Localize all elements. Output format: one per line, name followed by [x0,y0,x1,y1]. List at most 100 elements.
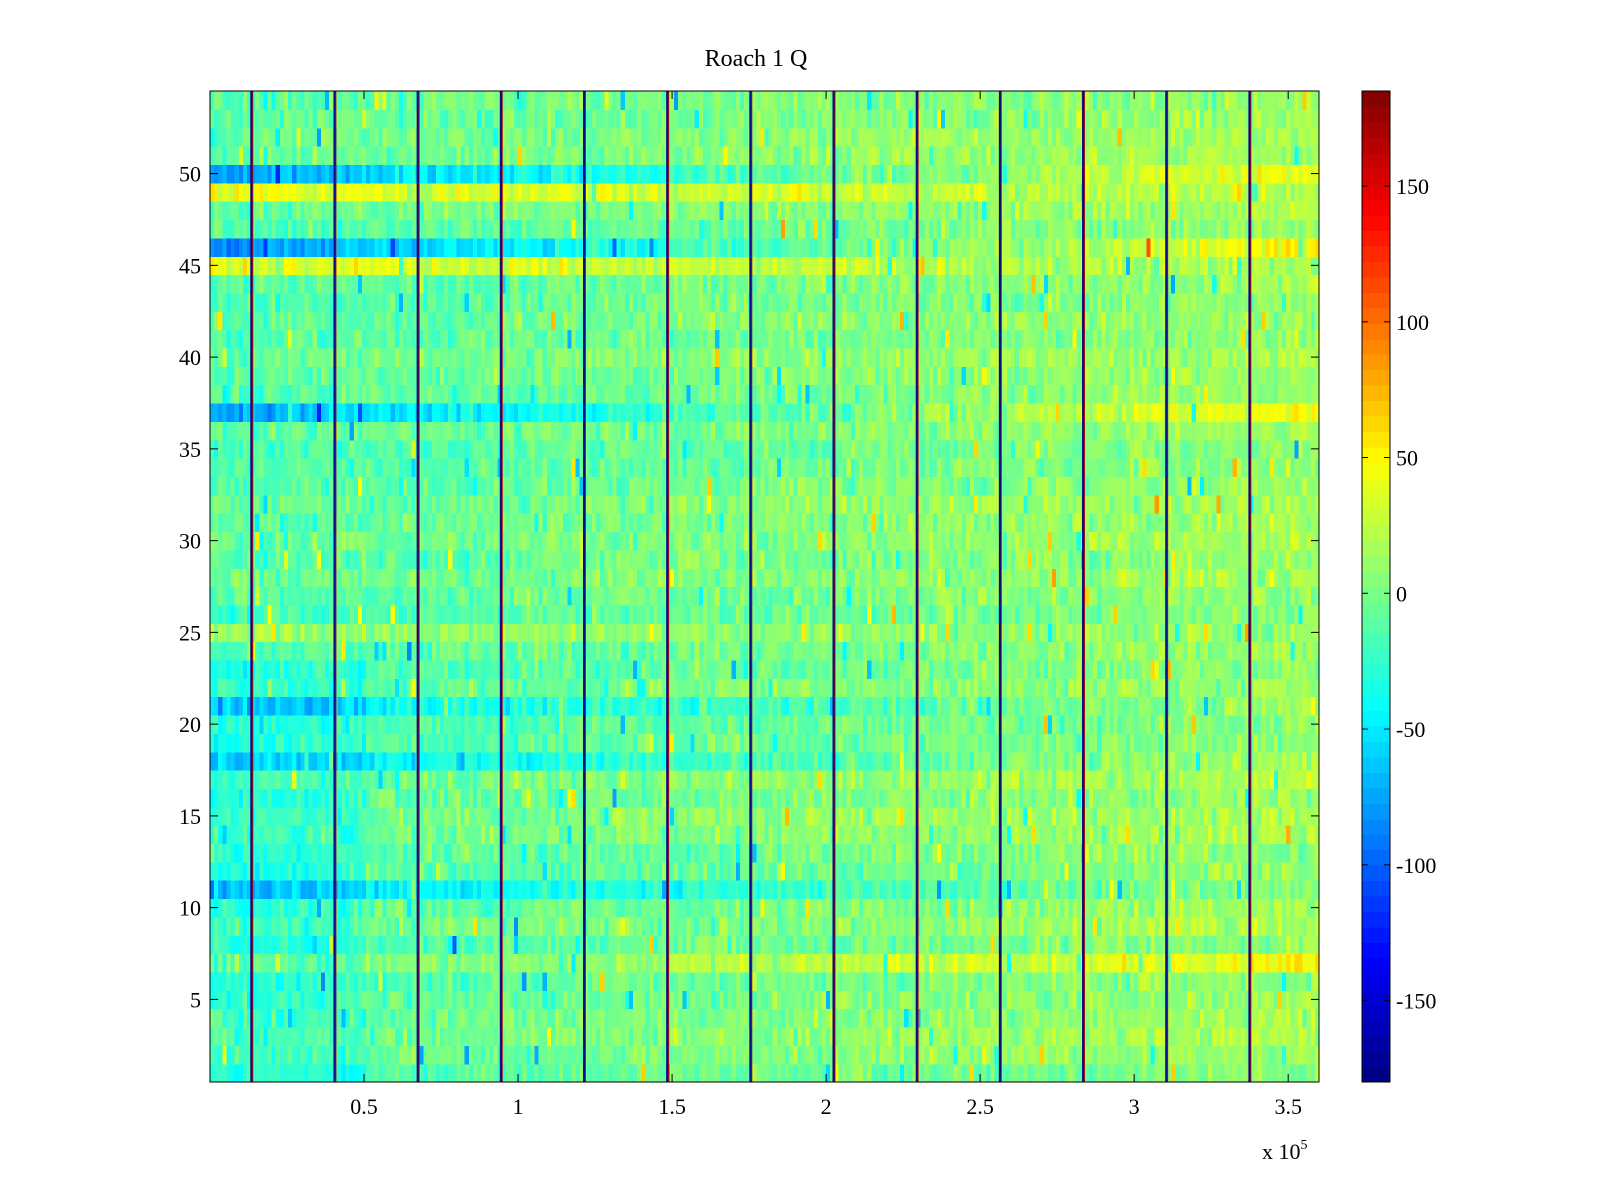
heatmap-cell [661,843,667,863]
heatmap-cell [242,953,248,973]
heatmap-cell [1068,788,1074,808]
heatmap-cell [969,1063,975,1083]
heatmap-cell [1277,898,1283,918]
heatmap-cell [456,770,462,789]
heatmap-cell [838,916,844,936]
heatmap-cell [1125,861,1131,881]
heatmap-cell [1113,861,1119,881]
heatmap-cell [1109,843,1115,863]
heatmap-cell [937,935,942,955]
heatmap-cell [698,1026,704,1046]
heatmap-cell [1208,788,1213,808]
heatmap-cell [542,843,548,863]
heatmap-cell [653,935,659,955]
heatmap-cell [1261,1026,1267,1046]
heatmap-cell [715,788,720,808]
heatmap-cell [1240,898,1246,918]
heatmap-cell [1294,898,1300,918]
heatmap-cell [337,806,343,826]
heatmap-cell [1167,788,1172,808]
heatmap-cell [403,953,408,973]
heatmap-cell [1273,1026,1279,1046]
heatmap-cell [1314,788,1320,808]
heatmap-cell [559,880,564,900]
heatmap-cell [871,898,876,918]
heatmap-cell [472,971,478,991]
heatmap-cell [1298,1045,1304,1065]
heatmap-cell [760,806,766,826]
heatmap-cell [834,880,840,900]
heatmap-cell [653,806,659,826]
heatmap-cell [834,825,840,845]
heatmap-cell [530,1063,536,1083]
heatmap-cell [1220,935,1226,955]
heatmap-cell [559,843,564,863]
heatmap-cell [1302,971,1308,991]
heatmap-cell [374,898,380,918]
heatmap-cell [1121,1026,1127,1046]
heatmap-cell [871,1063,876,1083]
heatmap-cell [1195,770,1201,789]
heatmap-cell [826,825,831,845]
heatmap-cell [1039,990,1045,1010]
heatmap-cell [604,861,610,881]
heatmap-cell [764,1063,770,1083]
heatmap-cell [986,1045,992,1065]
heatmap-cell [522,770,527,789]
heatmap-cell [353,898,359,918]
heatmap-cell [1105,898,1111,918]
heatmap-cell [353,1063,359,1083]
heatmap-cell [366,1008,371,1028]
heatmap-cell [620,880,626,900]
heatmap-cell [965,1045,971,1065]
heatmap-cell [1146,1026,1152,1046]
heatmap-cell [292,861,297,881]
heatmap-cell [670,751,675,771]
heatmap-cell [895,1063,901,1083]
heatmap-cell [945,990,950,1010]
heatmap-cell [255,880,260,900]
heatmap-cell [649,935,655,955]
heatmap-cell [214,971,219,991]
heatmap-cell [1134,935,1139,955]
heatmap-cell [419,1026,425,1046]
heatmap-cell [567,990,573,1010]
heatmap-cell [308,825,314,845]
heatmap-cell [555,843,560,863]
heatmap-cell [481,990,486,1010]
heatmap-cell [969,788,975,808]
heatmap-cell [1199,1026,1205,1046]
heatmap-cell [826,990,831,1010]
heatmap-cell [1203,880,1209,900]
heatmap-cell [1076,898,1082,918]
heatmap-cell [575,916,581,936]
heatmap-cell [887,898,893,918]
heatmap-cell [398,990,404,1010]
heatmap-cell [538,1008,544,1028]
heatmap-cell [1010,770,1016,789]
heatmap-cell [1121,1045,1127,1065]
heatmap-cell [234,1045,240,1065]
heatmap-cell [1199,971,1205,991]
heatmap-cell [596,751,601,771]
heatmap-cell [945,1026,950,1046]
heatmap-cell [715,1008,720,1028]
heatmap-cell [1306,770,1312,789]
heatmap-cell [973,1063,979,1083]
heatmap-cell [1088,843,1094,863]
heatmap-cell [1273,788,1279,808]
heatmap-cell [924,990,930,1010]
heatmap-cell [1121,953,1127,973]
heatmap-cell [846,861,852,881]
heatmap-cell [641,898,646,918]
heatmap-cell [801,1008,807,1028]
heatmap-cell [657,1008,663,1028]
heatmap-cell [850,788,856,808]
heatmap-cell [230,971,236,991]
heatmap-cell [641,751,646,771]
heatmap-cell [928,916,934,936]
heatmap-cell [912,880,918,900]
heatmap-cell [316,1026,322,1046]
heatmap-cell [489,1045,495,1065]
heatmap-cell [427,898,433,918]
